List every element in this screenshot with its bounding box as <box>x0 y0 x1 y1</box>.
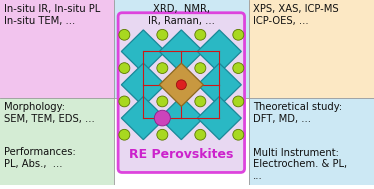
Circle shape <box>233 63 244 74</box>
Circle shape <box>195 29 206 40</box>
Polygon shape <box>159 30 203 73</box>
Circle shape <box>233 129 244 140</box>
Text: Multi Instrument:
Electrochem. & PL,
...: Multi Instrument: Electrochem. & PL, ... <box>252 148 347 181</box>
Circle shape <box>119 29 130 40</box>
Text: Morphology:
SEM, TEM, EDS, ...: Morphology: SEM, TEM, EDS, ... <box>4 102 95 124</box>
Polygon shape <box>197 30 241 73</box>
Polygon shape <box>121 97 165 140</box>
Circle shape <box>176 80 186 90</box>
Circle shape <box>195 96 206 107</box>
Text: RE Perovskites: RE Perovskites <box>129 148 233 161</box>
Circle shape <box>233 96 244 107</box>
Text: XPS, XAS, ICP-MS
ICP-OES, ...: XPS, XAS, ICP-MS ICP-OES, ... <box>252 4 338 26</box>
Polygon shape <box>159 97 203 140</box>
Polygon shape <box>159 63 203 106</box>
Polygon shape <box>197 63 241 106</box>
Circle shape <box>119 129 130 140</box>
Circle shape <box>157 96 168 107</box>
Circle shape <box>119 63 130 74</box>
Bar <box>0 0 114 98</box>
Bar <box>249 0 374 98</box>
Bar <box>114 0 249 98</box>
Text: Performances:
PL, Abs.,  ...: Performances: PL, Abs., ... <box>4 147 76 169</box>
Text: XRD,  NMR,
IR, Raman, ...: XRD, NMR, IR, Raman, ... <box>148 4 215 26</box>
Polygon shape <box>121 30 165 73</box>
FancyBboxPatch shape <box>118 13 245 172</box>
Circle shape <box>157 63 168 74</box>
Circle shape <box>154 110 170 126</box>
Text: In-situ IR, In-situ PL
In-situ TEM, ...: In-situ IR, In-situ PL In-situ TEM, ... <box>4 4 100 26</box>
Bar <box>0 98 114 185</box>
Circle shape <box>119 96 130 107</box>
Polygon shape <box>197 97 241 140</box>
Circle shape <box>195 129 206 140</box>
Circle shape <box>157 129 168 140</box>
Circle shape <box>233 29 244 40</box>
Circle shape <box>195 63 206 74</box>
Text: Theoretical study:
DFT, MD, ...: Theoretical study: DFT, MD, ... <box>252 102 342 124</box>
Polygon shape <box>121 63 165 106</box>
Bar <box>249 98 374 185</box>
Circle shape <box>157 29 168 40</box>
